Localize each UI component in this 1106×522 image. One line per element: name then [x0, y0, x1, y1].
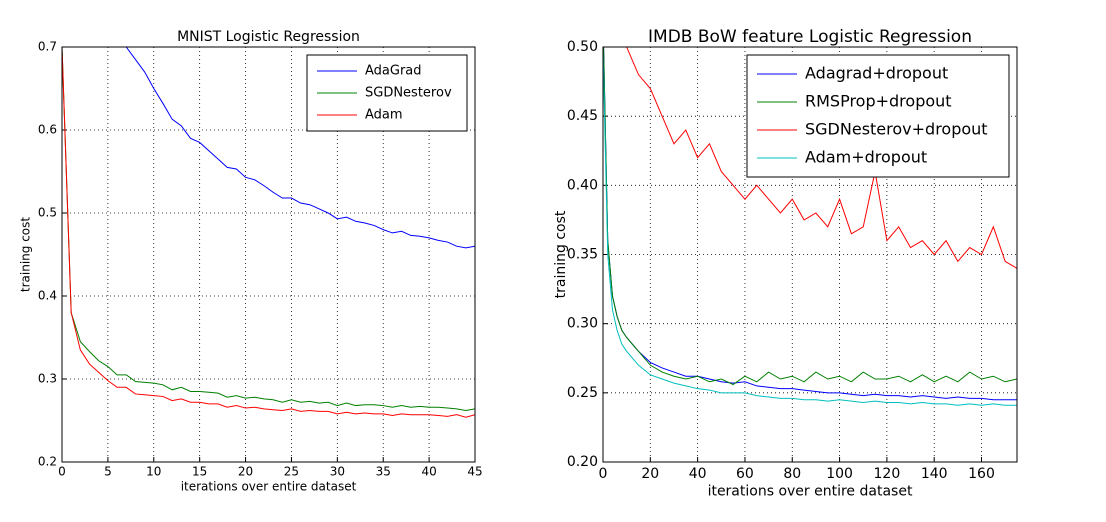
series-line [603, 47, 1017, 406]
y-tick-label: 0.2 [38, 455, 57, 469]
subplot: 0.2 0.3 0.4 0.5 0.6 0.7 0 5 10 15 20 25 30 35 40 45 MNIS… [19, 29, 483, 494]
y-tick-label: 0.6 [38, 123, 57, 137]
legend-label: SGDNesterov [365, 86, 452, 101]
series-line [603, 47, 1017, 401]
legend-box [746, 54, 1010, 178]
legend-label: Adam+dropout [805, 148, 927, 167]
x-tick-label: 45 [467, 465, 482, 479]
plot-lines [62, 47, 475, 418]
series-line [603, 47, 1017, 386]
x-tick-label: 5 [104, 465, 112, 479]
chart-title: IMDB BoW feature Logistic Regression [648, 27, 972, 47]
x-tick-label: 40 [421, 465, 436, 479]
series-line [62, 47, 475, 418]
legend-label: SGDNesterov+dropout [805, 120, 988, 139]
y-tick-label: 0.50 [567, 39, 598, 55]
y-axis-label: training cost [553, 210, 569, 298]
x-tick-label: 0 [599, 466, 608, 482]
plot-frame [61, 46, 476, 463]
x-tick-label: 20 [641, 466, 659, 482]
x-tick-label: 80 [783, 466, 801, 482]
legend-label: Adagrad+dropout [805, 64, 948, 83]
series-line [62, 47, 475, 412]
x-tick-label: 140 [921, 466, 948, 482]
y-tick-label: 0.3 [38, 372, 57, 386]
legend-label: Adam [365, 108, 403, 123]
x-tick-label: 20 [238, 465, 253, 479]
legend-label: AdaGrad [365, 64, 422, 79]
x-tick-label: 120 [874, 466, 901, 482]
y-tick-label: 0.40 [567, 177, 598, 193]
series-line [125, 47, 475, 249]
legend: Adagrad+dropout RMSProp+dropout SGDNestero… [746, 54, 1010, 178]
plot-frame [602, 46, 1018, 463]
x-tick-label: 15 [192, 465, 207, 479]
y-tick-label: 0.5 [38, 206, 57, 220]
x-tick-label: 160 [968, 466, 995, 482]
x-axis-label: iterations over entire dataset [708, 483, 913, 499]
subplot: 0.20 0.25 0.30 0.35 0.40 0.45 0.50 0 20 40 60 80 100… [553, 27, 1018, 499]
series-line [626, 47, 1017, 269]
chart-title: MNIST Logistic Regression [177, 29, 360, 45]
x-tick-label: 25 [284, 465, 299, 479]
x-tick-label: 35 [376, 465, 391, 479]
y-tick-label: 0.45 [567, 108, 598, 124]
x-tick-label: 10 [146, 465, 161, 479]
x-tick-label: 100 [826, 466, 853, 482]
legend-label: RMSProp+dropout [805, 92, 952, 111]
y-axis-label: training cost [19, 217, 33, 292]
x-tick-label: 30 [330, 465, 345, 479]
x-tick-label: 40 [689, 466, 707, 482]
y-tick-label: 0.25 [567, 385, 598, 401]
x-tick-label: 0 [58, 465, 66, 479]
y-tick-label: 0.4 [38, 289, 57, 303]
y-tick-label: 0.35 [567, 247, 598, 263]
x-axis-label: iterations over entire dataset [181, 480, 357, 494]
y-tick-label: 0.30 [567, 316, 598, 332]
x-tick-label: 60 [736, 466, 754, 482]
y-tick-label: 0.20 [567, 454, 598, 470]
y-tick-label: 0.7 [38, 40, 57, 54]
plot-lines [603, 47, 1017, 406]
legend: AdaGrad SGDNesterov Adam [306, 54, 468, 132]
